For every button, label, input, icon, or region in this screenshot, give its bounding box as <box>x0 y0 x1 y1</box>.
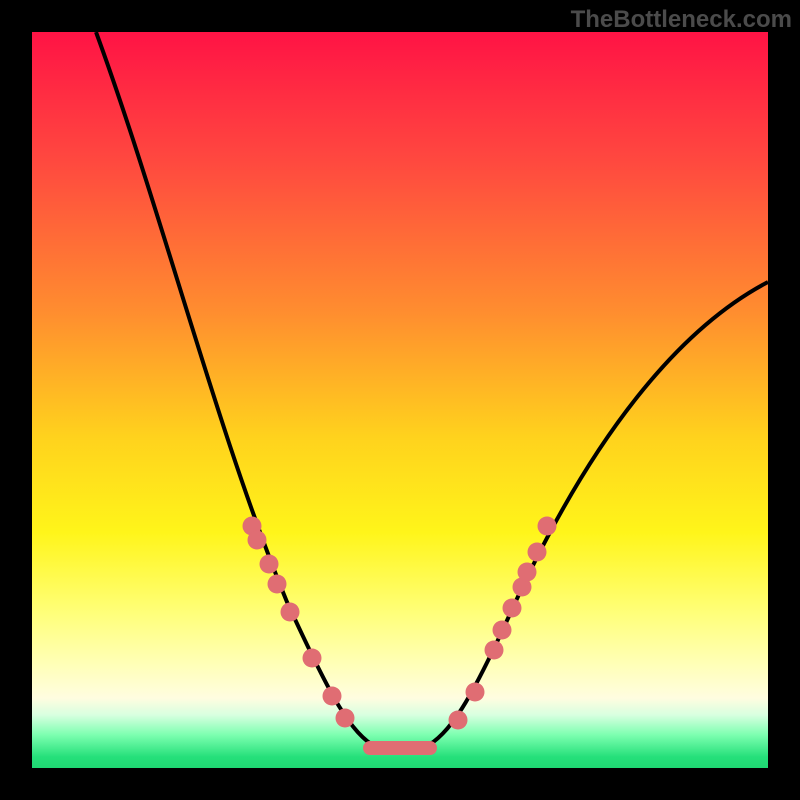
marker-point <box>518 563 537 582</box>
marker-point <box>323 687 342 706</box>
chart-svg <box>32 32 768 768</box>
chart-frame: TheBottleneck.com <box>0 0 800 800</box>
marker-point <box>538 517 557 536</box>
marker-point <box>449 711 468 730</box>
marker-point <box>268 575 287 594</box>
marker-point <box>485 641 504 660</box>
watermark-text: TheBottleneck.com <box>571 6 792 34</box>
marker-point <box>281 603 300 622</box>
gradient-background <box>32 32 768 768</box>
marker-point <box>260 555 279 574</box>
marker-point <box>503 599 522 618</box>
marker-point <box>336 709 355 728</box>
marker-point <box>493 621 512 640</box>
marker-point <box>466 683 485 702</box>
marker-point <box>248 531 267 550</box>
plot-area <box>32 32 768 768</box>
marker-point <box>303 649 322 668</box>
marker-point <box>528 543 547 562</box>
